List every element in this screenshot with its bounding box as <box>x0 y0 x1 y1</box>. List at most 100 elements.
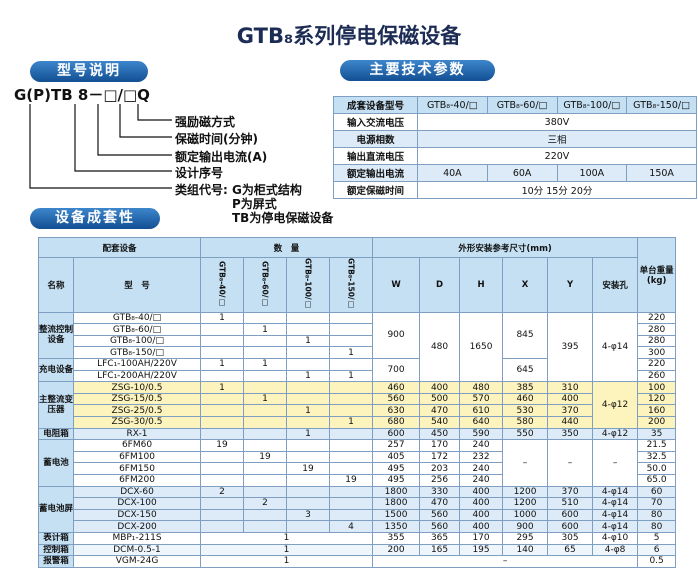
empty-cell <box>200 392 245 406</box>
quantity: 1 <box>329 346 374 360</box>
dimension: 550 <box>502 427 549 441</box>
equipment-name: 蓄电池 <box>38 439 74 487</box>
empty-cell <box>243 427 288 441</box>
spec-row: 电源相数 三相 <box>333 130 697 148</box>
equipment-model: 6FM100 <box>72 450 202 464</box>
spec-value: GTB₈-40/□ <box>417 96 488 114</box>
dimension: 295 <box>502 531 549 545</box>
quantity: 19 <box>286 462 331 475</box>
empty-cell <box>286 392 331 406</box>
empty-cell <box>243 334 288 348</box>
empty-cell <box>329 381 374 394</box>
spec-row: 额定保磁时间 10分 15分 20分 <box>333 181 697 199</box>
unit-weight: 0.5 <box>637 555 677 568</box>
unit-weight: 21.5 <box>637 439 677 452</box>
unit-weight: 60 <box>637 485 677 499</box>
dimension: 400 <box>547 392 594 406</box>
dimension: 560 <box>419 508 461 522</box>
spec-value: 100A <box>556 164 628 182</box>
spec-value: 三相 <box>417 130 697 148</box>
dimension: 480 <box>459 381 504 394</box>
dimension: 560 <box>372 392 421 406</box>
empty-cell <box>243 473 288 487</box>
dimension: 440 <box>547 416 594 429</box>
dimension: 256 <box>419 473 461 487</box>
dimension: 350 <box>547 427 594 441</box>
unit-weight: 6 <box>637 543 677 557</box>
quantity: 1 <box>329 416 374 429</box>
dimension: 460 <box>372 381 421 394</box>
unit-weight: 160 <box>637 404 677 417</box>
dimension: 240 <box>459 439 504 452</box>
dimension: 460 <box>502 392 549 406</box>
spec-label: 额定输出电流 <box>333 164 418 182</box>
dimension: 1800 <box>372 485 421 499</box>
equipment-row: DCX-150 3 1500 560 400 1000 600 4-φ14 80 <box>38 508 677 522</box>
dimension: 645 <box>502 358 549 383</box>
unit-weight: 32.5 <box>637 450 677 464</box>
dimension: 900 <box>502 520 549 533</box>
dimension: 1500 <box>372 508 421 522</box>
empty-cell <box>329 427 374 441</box>
quantity: 3 <box>286 508 331 522</box>
quantity: 1 <box>200 311 245 325</box>
spec-value: 150A <box>626 164 697 182</box>
spec-value: GTB₈-100/□ <box>556 96 628 114</box>
empty-cell <box>329 497 374 510</box>
unit-weight: 260 <box>637 369 677 383</box>
dimension: 560 <box>419 520 461 533</box>
spec-value: 220V <box>417 147 697 165</box>
dimension: 170 <box>459 531 504 545</box>
empty-cell <box>329 508 374 522</box>
empty-cell <box>243 462 288 475</box>
quantity: 1 <box>200 358 245 371</box>
dimension: 495 <box>372 462 421 475</box>
empty-cell <box>243 508 288 522</box>
equipment-row: ZSG-30/0.5 1 680 540 640 580 440 200 <box>38 416 677 429</box>
dimension: 365 <box>419 531 461 545</box>
quantity: 1 <box>200 381 245 394</box>
empty-cell <box>329 404 374 417</box>
model-field: 类组代号: <box>175 183 228 197</box>
empty-cell <box>200 404 245 417</box>
header-row: 配套设备数 量外形安装参考尺寸(mm) 单台重量(kg) <box>37 237 677 313</box>
quantity: 1 <box>200 531 374 545</box>
unit-weight: 220 <box>637 311 677 325</box>
spec-row: 输入交流电压 380V <box>333 113 697 131</box>
unit-weight: 280 <box>637 323 677 336</box>
dimension: 370 <box>547 485 594 499</box>
unit-weight: 5 <box>637 531 677 545</box>
spec-label: 电源相数 <box>333 130 418 148</box>
empty-cell <box>286 416 331 429</box>
dimension: 240 <box>459 462 504 475</box>
unit-weight: 50.0 <box>637 462 677 475</box>
equipment-model: VGM-24G <box>72 555 202 568</box>
spec-label: 输入交流电压 <box>333 113 418 131</box>
header-cell: H <box>459 257 504 313</box>
dimension: 640 <box>459 416 504 429</box>
empty-cell <box>243 416 288 429</box>
equipment-model: DCX-150 <box>72 508 202 522</box>
model-field: 强励磁方式 <box>175 115 236 129</box>
unit-weight: 80 <box>637 520 677 533</box>
dimension: 170 <box>419 439 461 452</box>
model-code-leaders <box>29 104 172 189</box>
empty-cell <box>286 485 331 499</box>
quantity: 2 <box>200 485 245 499</box>
mount-hole: 4-φ14 <box>592 520 639 533</box>
empty-cell <box>200 334 245 348</box>
dimension: 1200 <box>502 485 549 499</box>
mount-hole: 4-φ10 <box>592 531 639 545</box>
equipment-model: MBP₁-211S <box>72 531 202 545</box>
dimension: 610 <box>459 404 504 417</box>
dimension: 305 <box>547 531 594 545</box>
header-text: GTB₈-40/□ <box>217 260 227 307</box>
equipment-model: GTB₈-40/□ <box>72 311 202 325</box>
header-group: 外形安装参考尺寸(mm) <box>372 237 639 258</box>
model-code: G(P)TB 8－□/□Q <box>14 86 150 104</box>
equipment-model: GTB₈-150/□ <box>72 346 202 360</box>
equipment-model: ZSG-25/0.5 <box>72 404 202 417</box>
dimension: 500 <box>419 392 461 406</box>
mount-hole: 4-φ14 <box>592 485 639 499</box>
